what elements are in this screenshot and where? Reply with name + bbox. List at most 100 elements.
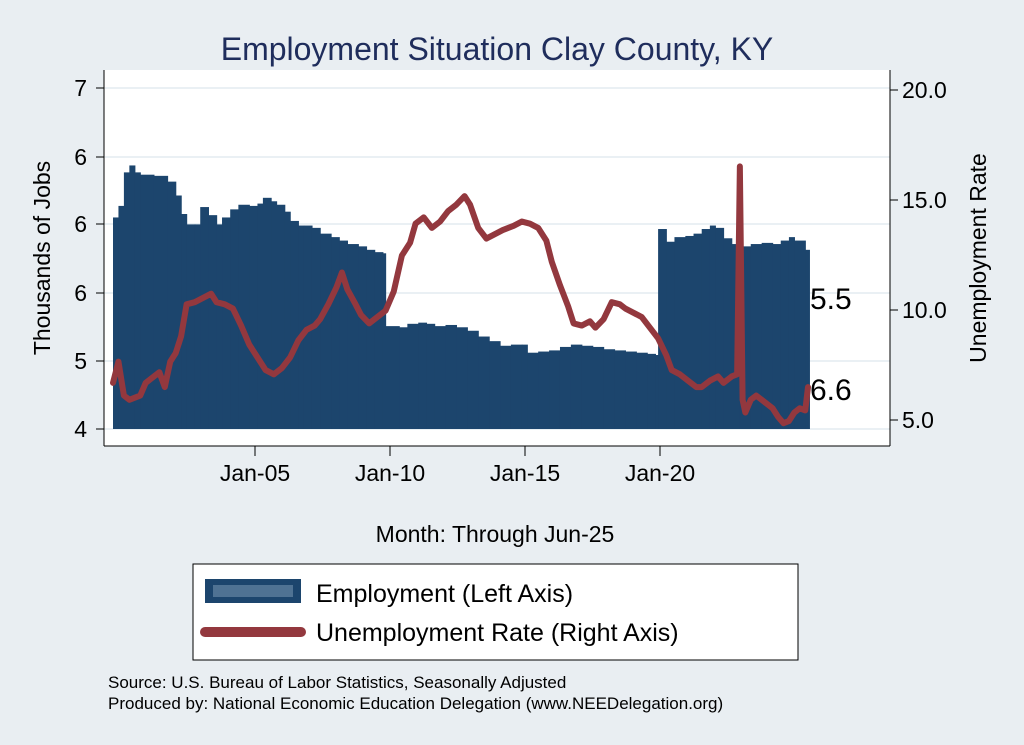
employment-bar [685, 235, 695, 429]
y-right-tick-label: 15.0 [902, 187, 947, 213]
legend-swatch-employment-inner [213, 585, 293, 597]
employment-bar [167, 181, 177, 429]
employment-end-label: 5.5 [810, 283, 852, 316]
employment-bar [794, 240, 806, 429]
employment-bar [134, 172, 141, 429]
employment-bar [238, 204, 250, 429]
employment-bar [478, 336, 490, 429]
employment-bar [445, 324, 458, 429]
y-right-tick-label: 10.0 [902, 297, 947, 323]
employment-bar [186, 224, 196, 429]
employment-bar [129, 165, 136, 429]
employment-bar [761, 242, 774, 429]
employment-bar [559, 346, 572, 429]
y-right-ticks [890, 89, 898, 421]
employment-bar [603, 349, 616, 429]
employment-bar [418, 322, 428, 429]
employment-bar [614, 350, 626, 429]
employment-bar [655, 355, 659, 429]
employment-bar [290, 220, 299, 429]
employment-bar [788, 237, 795, 429]
employment-bar [647, 353, 656, 429]
employment-bar [592, 346, 605, 429]
employment-bar [538, 351, 550, 429]
employment-bar [636, 352, 648, 429]
employment-bar [467, 330, 479, 429]
chart-title: Employment Situation Clay County, KY [221, 31, 774, 67]
employment-bar [153, 175, 169, 429]
x-tick-label: Jan-10 [355, 460, 425, 486]
employment-bar [276, 204, 286, 429]
employment-bar [570, 344, 583, 429]
employment-bar [298, 225, 305, 429]
x-tick-label: Jan-15 [490, 460, 560, 486]
x-axis-title: Month: Through Jun-25 [376, 521, 615, 547]
employment-bar [347, 244, 359, 429]
x-tick-label: Jan-20 [625, 460, 695, 486]
employment-bar [194, 224, 201, 429]
y-right-tick-label: 5.0 [902, 407, 934, 433]
employment-bar [434, 326, 447, 429]
employment-bar [382, 253, 387, 429]
x-tick-label: Jan-05 [220, 460, 290, 486]
employment-bar [311, 227, 321, 429]
employment-bar [118, 205, 125, 429]
employment-bar [772, 244, 782, 429]
legend-label-unemployment: Unemployment Rate (Right Axis) [316, 619, 679, 647]
y-left-ticks [96, 87, 104, 430]
employment-bar [693, 233, 703, 429]
employment-bar [780, 240, 790, 429]
employment-bar [222, 217, 231, 429]
unemployment-rate-line [110, 163, 811, 427]
employment-bar [750, 244, 763, 429]
employment-bar [456, 327, 468, 429]
employment-bar [527, 352, 539, 429]
employment-bars [113, 165, 810, 429]
y-right-tick-label: 20.0 [902, 77, 947, 103]
employment-bar [701, 229, 711, 429]
employment-bar [200, 207, 209, 429]
employment-bar [715, 227, 725, 429]
y-left-tick-label: 6 [74, 144, 87, 170]
employment-bar [320, 233, 332, 429]
employment-bar [284, 211, 291, 429]
employment-bar [521, 344, 528, 429]
employment-bar [123, 172, 130, 429]
y-left-tick-label: 6 [74, 280, 87, 306]
unemployment-end-label: 6.6 [810, 374, 852, 407]
source-note: Source: U.S. Bureau of Labor Statistics,… [108, 673, 566, 692]
employment-bar [230, 209, 239, 429]
y-left-tick-label: 6 [74, 211, 87, 237]
employment-bar [358, 246, 368, 429]
y-left-tick-label: 5 [74, 348, 87, 374]
unemployment-line-group [110, 163, 811, 427]
employment-bar [366, 249, 376, 429]
employment-bar [374, 252, 384, 429]
employment-bar [216, 224, 223, 429]
employment-bar [257, 203, 264, 429]
employment-bar [399, 327, 408, 429]
employment-bar [249, 205, 259, 429]
employment-bar [385, 326, 400, 429]
employment-bar [489, 341, 501, 429]
employment-bar [140, 174, 155, 429]
employment-bar [581, 345, 594, 429]
employment-bar [331, 237, 340, 429]
employment-bar [805, 249, 810, 429]
y-left-tick-label: 7 [74, 75, 87, 101]
employment-bar [723, 238, 733, 429]
employment-bar [113, 217, 120, 429]
legend-label-employment: Employment (Left Axis) [316, 580, 573, 608]
employment-bar [500, 345, 512, 429]
y-right-axis-title: Unemployment Rate [965, 153, 991, 363]
employment-bar [709, 225, 716, 429]
employment-bar [674, 237, 686, 429]
employment-bar [262, 197, 272, 429]
employment-bar [339, 240, 348, 429]
employment-bar [175, 195, 182, 429]
employment-bar [739, 246, 752, 429]
y-left-tick-label: 4 [74, 416, 87, 442]
employment-bar [208, 215, 218, 429]
employment-bar [625, 351, 637, 429]
